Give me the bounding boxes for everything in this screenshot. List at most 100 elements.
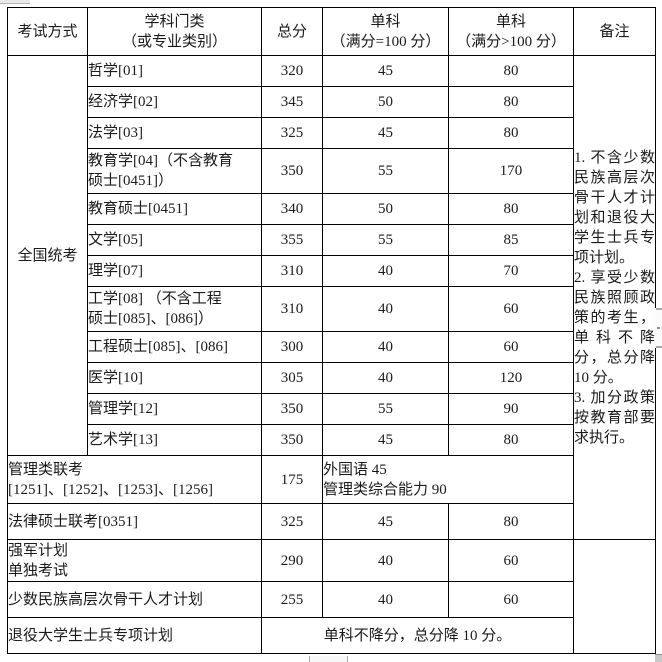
exam-method-cell: 管理类联考 [1251]、[1252]、[1253]、[1256] — [7, 455, 262, 504]
total-cell: 340 — [261, 193, 323, 225]
exam-method-cell: 少数民族高层次骨干人才计划 — [7, 581, 262, 618]
header-single-over-100: 单科 （满分>100 分） — [448, 7, 574, 56]
subject-cell: 管理学[12] — [87, 393, 262, 425]
single-over100-cell: 60 — [448, 581, 574, 618]
subject-cell: 理学[07] — [87, 255, 262, 287]
table-row: 强军计划 单独考试 290 40 60 — [7, 539, 656, 654]
total-cell: 310 — [261, 286, 323, 332]
total-cell: 350 — [261, 148, 323, 194]
header-total: 总分 — [261, 7, 323, 56]
single-over100-cell: 85 — [448, 224, 574, 256]
single100-cell: 40 — [322, 331, 449, 363]
total-cell: 305 — [261, 362, 323, 394]
notes-cell: 1. 不含少数民族高层次骨干人才计划和退役大学生士兵专项计划。 2. 享受少数民… — [573, 55, 656, 540]
total-cell: 345 — [261, 86, 323, 118]
exam-method-cell: 退役大学生士兵专项计划 — [7, 617, 262, 654]
scrollbar-dash — [655, 346, 662, 348]
total-cell: 255 — [261, 581, 323, 618]
table-row: 医学[10] 305 40 120 — [8, 362, 656, 394]
table-row: 少数民族高层次骨干人才计划 255 40 60 — [7, 581, 656, 618]
single-over100-cell: 90 — [448, 393, 574, 425]
single-over100-cell: 80 — [448, 55, 574, 87]
total-cell: 175 — [261, 455, 323, 504]
header-category: 学科门类 （或专业类别） — [87, 7, 262, 56]
veteran-policy-cell: 单科不降分，总分降 10 分。 — [261, 617, 574, 654]
table-row: 工学[08] （不含工程 硕士[085]、[086]） 310 40 60 — [8, 286, 656, 332]
table-row: 退役大学生士兵专项计划 单科不降分，总分降 10 分。 — [7, 617, 656, 654]
total-cell: 325 — [261, 117, 323, 149]
total-cell: 320 — [261, 55, 323, 87]
exam-method-cell: 法律硕士联考[0351] — [7, 503, 262, 540]
subject-cell: 医学[10] — [87, 362, 262, 394]
table-row: 经济学[02] 345 50 80 — [8, 86, 656, 118]
single100-cell: 45 — [322, 503, 449, 540]
subject-cell: 工程硕士[085]、[086] — [87, 331, 262, 363]
table-row: 管理学[12] 350 55 90 — [8, 393, 656, 425]
notes-empty-cell — [573, 539, 656, 654]
header-single-100: 单科 （满分=100 分） — [322, 7, 449, 56]
exam-method-group-cell: 全国统考 — [7, 55, 88, 456]
single-over100-cell: 60 — [448, 331, 574, 363]
single-over100-cell: 80 — [448, 193, 574, 225]
total-cell: 350 — [261, 393, 323, 425]
single100-cell: 55 — [322, 148, 449, 194]
cropped-toolbar-fragment — [0, 0, 30, 4]
total-cell: 300 — [261, 331, 323, 363]
single-over100-cell: 80 — [448, 86, 574, 118]
single-over100-cell: 60 — [448, 286, 574, 332]
header-exam-method: 考试方式 — [7, 7, 88, 56]
single100-cell: 40 — [322, 286, 449, 332]
single100-cell: 40 — [322, 539, 449, 582]
subject-cell: 文学[05] — [87, 224, 262, 256]
subject-cell: 法学[03] — [87, 117, 262, 149]
single100-cell: 55 — [322, 224, 449, 256]
single100-cell: 40 — [322, 255, 449, 287]
cropped-bottom-element-fragment — [309, 656, 348, 662]
total-cell: 355 — [261, 224, 323, 256]
single-over100-cell: 170 — [448, 148, 574, 194]
single100-cell: 40 — [322, 362, 449, 394]
subject-cell: 经济学[02] — [87, 86, 262, 118]
single100-cell: 50 — [322, 193, 449, 225]
single-over100-cell: 80 — [448, 503, 574, 540]
table-row: 管理类联考 [1251]、[1252]、[1253]、[1256] 175 外国… — [7, 455, 656, 504]
subject-cell: 工学[08] （不含工程 硕士[085]、[086]） — [87, 286, 262, 332]
table-row: 艺术学[13] 350 45 80 — [8, 424, 656, 456]
subject-cell: 哲学[01] — [87, 55, 262, 87]
table-header-row: 考试方式 学科门类 （或专业类别） 总分 单科 （满分=100 分） 单科 （满… — [7, 7, 656, 56]
subject-cell: 教育学[04]（不含教育 硕士[0451]） — [87, 148, 262, 194]
table-row: 法学[03] 325 45 80 — [8, 117, 656, 149]
total-cell: 350 — [261, 424, 323, 456]
single100-cell: 55 — [322, 393, 449, 425]
single-over100-cell: 70 — [448, 255, 574, 287]
single100-cell: 45 — [322, 117, 449, 149]
scrollbar-dash — [655, 308, 662, 310]
total-cell: 325 — [261, 503, 323, 540]
management-scores-cell: 外国语 45 管理类综合能力 90 — [322, 455, 574, 504]
scrollbar-thumb-grip — [657, 327, 660, 329]
cropped-corner-fragment — [655, 654, 662, 662]
single100-cell: 45 — [322, 424, 449, 456]
exam-method-cell: 强军计划 单独考试 — [7, 539, 262, 582]
table-row: 教育学[04]（不含教育 硕士[0451]） 350 55 170 — [8, 148, 656, 194]
table-row: 法律硕士联考[0351] 325 45 80 — [7, 503, 656, 540]
table-row: 理学[07] 310 40 70 — [8, 255, 656, 287]
subject-cell: 教育硕士[0451] — [87, 193, 262, 225]
table-row: 全国统考 哲学[01] 320 45 80 1. 不含少数民族高层次骨干人才计划… — [7, 55, 656, 540]
single100-cell: 40 — [322, 581, 449, 618]
total-cell: 310 — [261, 255, 323, 287]
table-row: 教育硕士[0451] 340 50 80 — [8, 193, 656, 225]
single-over100-cell: 80 — [448, 117, 574, 149]
single-over100-cell: 120 — [448, 362, 574, 394]
header-notes: 备注 — [573, 7, 656, 56]
single100-cell: 45 — [322, 55, 449, 87]
total-cell: 290 — [261, 539, 323, 582]
single-over100-cell: 80 — [448, 424, 574, 456]
admission-score-table: 考试方式 学科门类 （或专业类别） 总分 单科 （满分=100 分） 单科 （满… — [7, 7, 656, 654]
single100-cell: 50 — [322, 86, 449, 118]
scrollbar-fragment[interactable] — [655, 308, 662, 348]
table-row: 工程硕士[085]、[086] 300 40 60 — [8, 331, 656, 363]
table-row: 文学[05] 355 55 85 — [8, 224, 656, 256]
subject-cell: 艺术学[13] — [87, 424, 262, 456]
single-over100-cell: 60 — [448, 539, 574, 582]
